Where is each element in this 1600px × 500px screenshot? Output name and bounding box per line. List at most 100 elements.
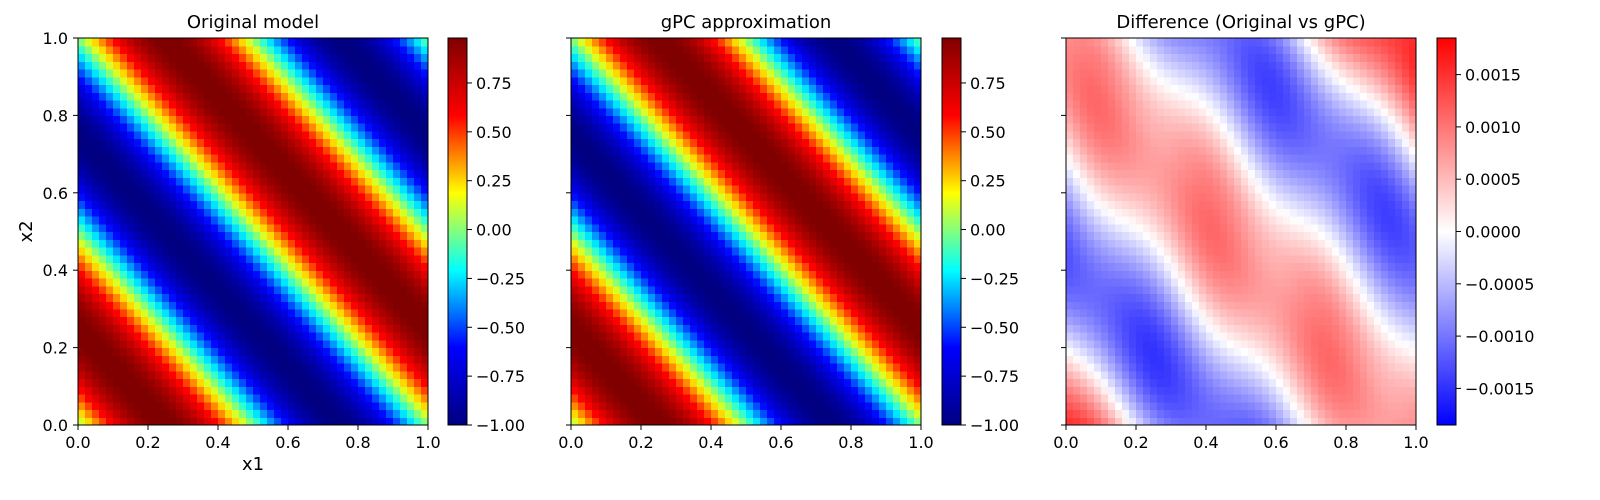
heatmap-cell [858,123,866,132]
heatmap-cell [211,386,219,395]
heatmap-cell [900,378,908,387]
heatmap-cell [718,216,726,225]
heatmap-cell [669,115,677,124]
heatmap-cell [767,84,775,93]
heatmap-cell [704,123,712,132]
heatmap-cell [169,324,177,333]
heatmap-cell [760,239,768,248]
heatmap-cell [571,146,579,155]
heatmap-cell [344,277,352,287]
heatmap-cell [400,378,408,387]
heatmap-cell [337,53,345,62]
heatmap-cell [92,223,100,233]
heatmap-cell [774,355,782,364]
heatmap-cell [99,332,107,341]
heatmap-cell [830,394,838,403]
heatmap-cell [127,239,135,248]
heatmap-cell [379,208,387,217]
heatmap-cell [120,76,128,86]
heatmap-cell [246,92,254,101]
heatmap-cell [211,417,219,426]
heatmap-cell [683,277,691,287]
heatmap-cell [274,161,282,171]
heatmap-cell [879,316,887,325]
heatmap-cell [599,339,607,349]
heatmap-cell [669,355,677,364]
heatmap-cell [274,417,282,426]
heatmap-cell [865,123,873,132]
heatmap-cell [683,347,691,356]
heatmap-cell [830,200,838,209]
heatmap-cell [148,130,156,140]
heatmap-cell [809,123,817,132]
heatmap-cell [365,123,373,132]
heatmap-cell [683,68,691,78]
heatmap-cell [120,301,128,310]
heatmap-cell [711,115,719,124]
heatmap-cell [788,254,796,264]
heatmap-cell [414,285,422,295]
heatmap-cell [218,301,226,310]
heatmap-cell [176,84,184,93]
heatmap-cell [183,285,191,295]
heatmap-cell [239,177,247,186]
heatmap-cell [225,293,233,302]
heatmap-cell [309,99,317,109]
heatmap-cell [683,154,691,163]
heatmap-cell [718,316,726,325]
heatmap-cell [627,231,635,240]
heatmap-cell [351,200,359,209]
heatmap-cell [92,146,100,155]
heatmap-cell [148,61,156,70]
heatmap-cell [162,130,170,140]
heatmap-cell [393,38,401,47]
heatmap-cell [718,107,726,116]
heatmap-cell [358,409,366,418]
heatmap-cell [788,138,796,147]
heatmap-cell [253,254,261,264]
heatmap-cell [683,146,691,155]
heatmap-cell [760,138,768,147]
heatmap-cell [162,301,170,310]
heatmap-cell [578,386,586,395]
heatmap-cell [239,378,247,387]
heatmap-cell [578,123,586,132]
heatmap-cell [627,169,635,178]
heatmap-cell [578,417,586,426]
heatmap-cell [774,115,782,124]
heatmap-cell [155,53,163,62]
heatmap-cell [148,146,156,155]
heatmap-cell [676,138,684,147]
heatmap-cell [893,246,901,256]
heatmap-cell [697,277,705,287]
heatmap-cell [634,192,642,202]
heatmap-cell [767,401,775,411]
heatmap-cell [830,138,838,147]
heatmap-cell [746,308,754,318]
heatmap-cell [211,177,219,186]
heatmap-cell [148,285,156,295]
heatmap-cell [267,177,275,186]
heatmap-cell [281,339,289,349]
heatmap-cell [634,401,642,411]
heatmap-cell [197,200,205,209]
heatmap-cell [767,347,775,356]
heatmap-cell [120,200,128,209]
heatmap-cell [78,324,86,333]
heatmap-cell [316,370,324,380]
heatmap-cell [302,223,310,233]
heatmap-cell [302,146,310,155]
heatmap-cell [351,223,359,233]
heatmap-cell [816,192,824,202]
heatmap-cell [711,378,719,387]
heatmap-cell [113,347,121,356]
heatmap-cell [634,394,642,403]
heatmap-cell [865,339,873,349]
heatmap-cell [92,208,100,217]
heatmap-cell [809,308,817,318]
heatmap-cell [788,363,796,372]
heatmap-cell [613,123,621,132]
heatmap-cell [837,216,845,225]
heatmap-cell [725,61,733,70]
heatmap-cell [753,161,761,171]
